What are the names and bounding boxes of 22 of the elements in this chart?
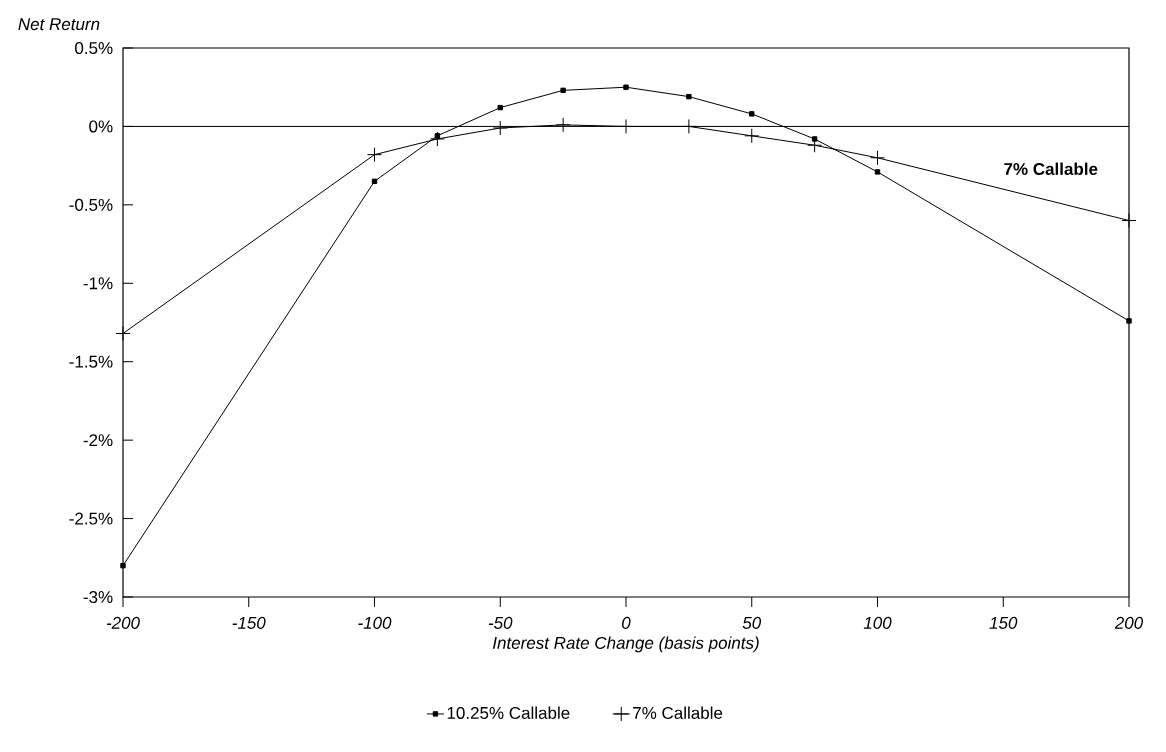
x-tick-label: -150 (232, 616, 266, 629)
y-tick-label: -1% (83, 277, 113, 290)
legend-label: 7% Callable (633, 706, 723, 719)
x-axis-title: Interest Rate Change (basis points) (492, 636, 759, 653)
x-tick-label: 200 (1114, 616, 1144, 629)
y-tick-label: 0.5% (75, 41, 113, 55)
annotation: 7% Callable (1004, 162, 1098, 176)
x-tick-label: -50 (488, 616, 513, 629)
x-tick-label: 150 (989, 616, 1018, 629)
y-tick-label: -2.5% (69, 512, 113, 525)
x-tick-label: -100 (358, 616, 392, 629)
y-axis-title: Net Return (18, 18, 100, 31)
y-tick-label: -1.5% (69, 355, 113, 368)
x-tick-label: -200 (106, 616, 140, 629)
y-tick-label: 0% (89, 120, 113, 133)
y-tick-label: -0.5% (69, 198, 113, 211)
y-tick-label: -3% (83, 590, 113, 604)
y-tick-label: -2% (83, 434, 113, 447)
legend-label: 10.25% Callable (447, 706, 570, 719)
x-tick-label: 100 (863, 616, 892, 629)
x-tick-label: 0 (622, 616, 631, 629)
x-tick-label: 50 (742, 616, 762, 629)
